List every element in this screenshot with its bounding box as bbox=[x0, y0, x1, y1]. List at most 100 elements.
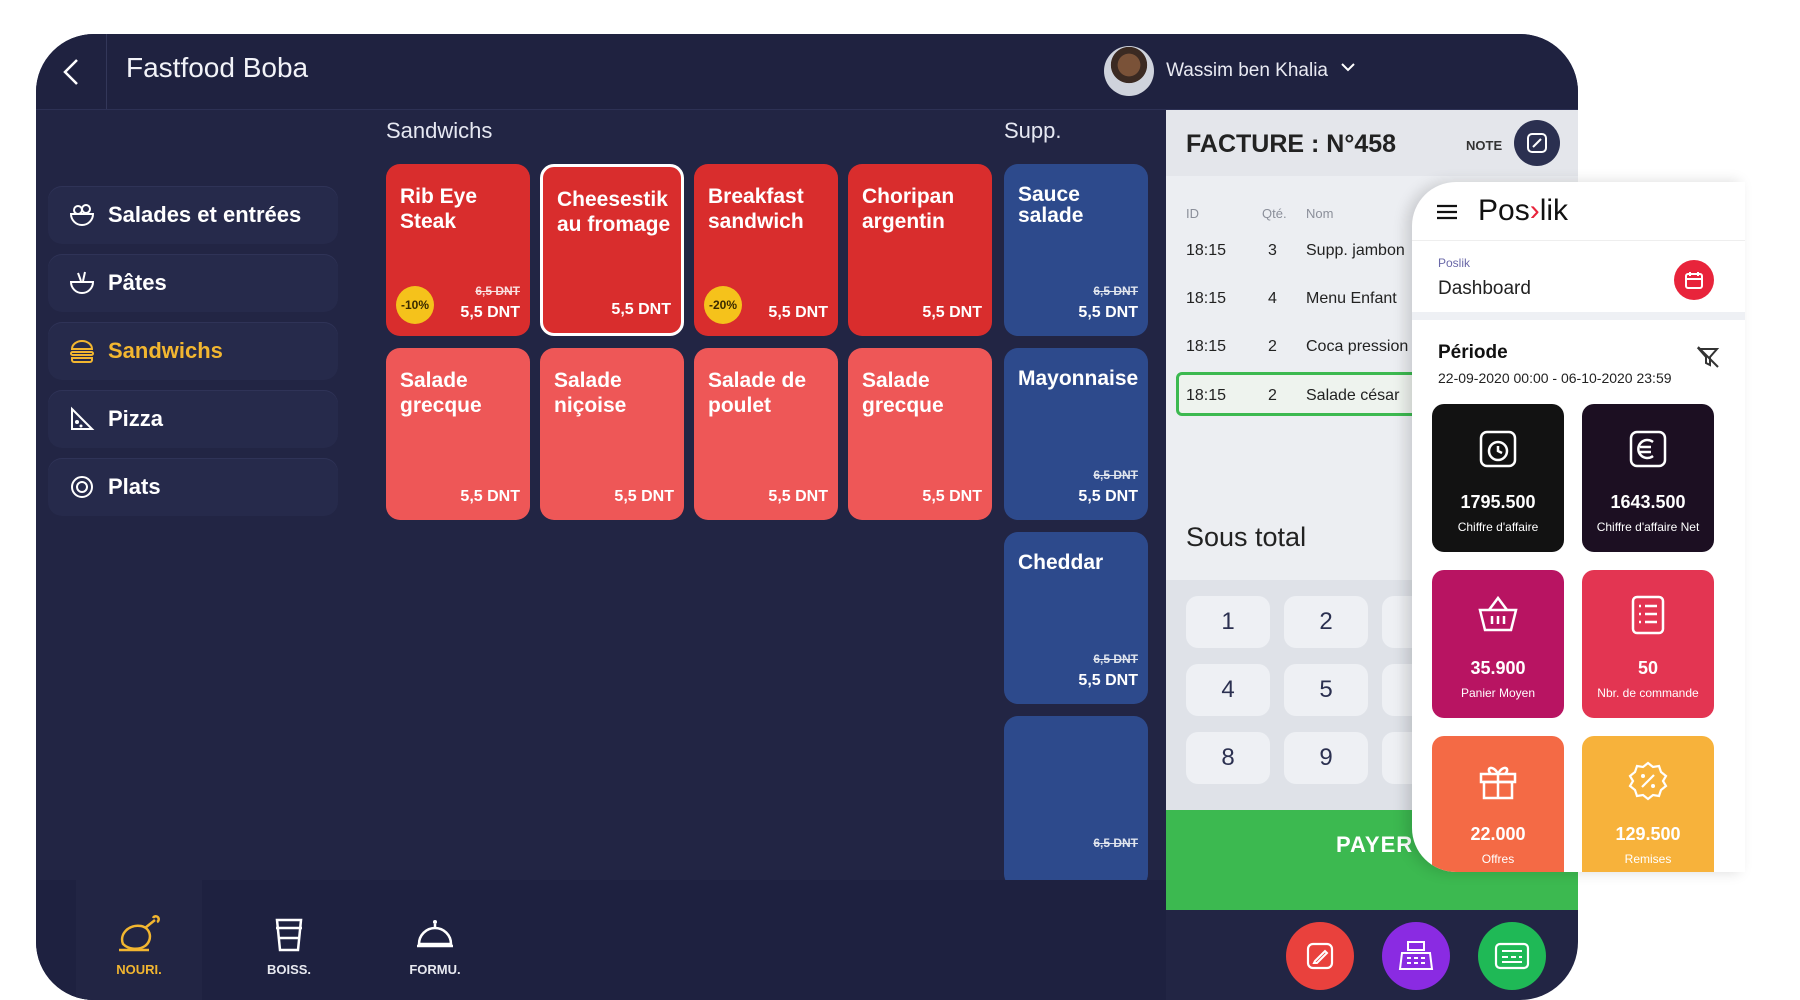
stat-value: 1643.500 bbox=[1610, 492, 1686, 512]
supplement-tile[interactable]: 6,5 DNT bbox=[1004, 716, 1148, 888]
tab-boissons[interactable]: BOISS. bbox=[226, 880, 352, 1000]
product-price: 5,5 DNT bbox=[611, 301, 671, 318]
product-price: 5,5 DNT bbox=[922, 304, 982, 321]
mobile-header: Pos›lik bbox=[1412, 182, 1745, 241]
calendar-button[interactable] bbox=[1674, 260, 1714, 300]
stat-label: Remises bbox=[1624, 852, 1672, 866]
bottom-nav: NOURI. BOISS. FORMU. bbox=[36, 880, 1166, 1000]
key-1[interactable]: 1 bbox=[1186, 596, 1270, 648]
tab-label: FORMU. bbox=[409, 962, 461, 977]
bowl-icon bbox=[66, 267, 98, 299]
supplement-tile[interactable]: Cheddar 6,5 DNT 5,5 DNT bbox=[1004, 532, 1148, 704]
app-title: Fastfood Boba bbox=[126, 52, 309, 83]
back-button[interactable] bbox=[36, 34, 107, 109]
tab-formules[interactable]: FORMU. bbox=[372, 880, 498, 1000]
column-qty: Qté. bbox=[1262, 206, 1287, 221]
key-2[interactable]: 2 bbox=[1284, 596, 1368, 648]
product-price: 5,5 DNT bbox=[768, 488, 828, 505]
product-tile[interactable]: Rib Eye Steak 6,5 DNT 5,5 DNT -10% bbox=[386, 164, 530, 336]
stat-card-revenue[interactable]: 1795.500 Chiffre d'affaire bbox=[1432, 404, 1564, 552]
subtotal-label: Sous total bbox=[1186, 522, 1307, 552]
stat-label: Chiffre d'affaire Net bbox=[1596, 520, 1700, 534]
stat-card-avg-basket[interactable]: 35.900 Panier Moyen bbox=[1432, 570, 1564, 718]
plate-icon bbox=[66, 471, 98, 503]
stat-card-discounts[interactable]: 129.500 Remises bbox=[1582, 736, 1714, 872]
supplement-price: 5,5 DNT bbox=[1078, 488, 1138, 505]
product-tile[interactable]: Salade grecque 5,5 DNT bbox=[848, 348, 992, 520]
product-tile[interactable]: Choripan argentin 5,5 DNT bbox=[848, 164, 992, 336]
divider bbox=[1412, 312, 1745, 320]
key-5[interactable]: 5 bbox=[1284, 664, 1368, 716]
breadcrumb: Poslik bbox=[1438, 256, 1471, 270]
category-label: Sandwichs bbox=[108, 338, 223, 363]
discount-icon bbox=[1628, 761, 1668, 801]
stat-card-offers[interactable]: 22.000 Offres bbox=[1432, 736, 1564, 872]
cup-icon bbox=[275, 918, 303, 952]
edit-icon bbox=[1306, 942, 1334, 970]
product-price: 5,5 DNT bbox=[768, 304, 828, 321]
chicken-icon bbox=[119, 915, 160, 952]
pay-label: PAYER bbox=[1336, 832, 1414, 857]
supplement-tile[interactable]: Mayonnaise 6,5 DNT 5,5 DNT bbox=[1004, 348, 1148, 520]
stat-value: 129.500 bbox=[1615, 824, 1681, 844]
stat-card-net-revenue[interactable]: 1643.500 Chiffre d'affaire Net bbox=[1582, 404, 1714, 552]
category-pates[interactable]: Pâtes bbox=[48, 254, 338, 312]
user-menu[interactable]: Wassim ben Khalia bbox=[1104, 46, 1328, 96]
row-qty: 2 bbox=[1268, 338, 1277, 355]
category-salades[interactable]: Salades et entrées bbox=[48, 186, 338, 244]
edit-note-icon bbox=[1527, 133, 1547, 153]
filter-off-icon[interactable] bbox=[1696, 346, 1720, 368]
key-4[interactable]: 4 bbox=[1186, 664, 1270, 716]
tab-label: NOURI. bbox=[116, 962, 162, 977]
stat-value: 50 bbox=[1637, 658, 1659, 678]
chevron-left-icon bbox=[63, 58, 78, 85]
supplement-name: Sauce salade bbox=[1018, 183, 1084, 227]
edit-order-button[interactable] bbox=[1286, 922, 1354, 990]
product-tile-selected[interactable]: Cheesestik au fromage 5,5 DNT bbox=[540, 164, 684, 336]
row-id: 18:15 bbox=[1186, 242, 1227, 259]
product-name: Salade de poulet bbox=[708, 369, 807, 417]
category-sandwichs[interactable]: Sandwichs bbox=[48, 322, 338, 380]
row-name: Supp. jambon bbox=[1306, 242, 1405, 259]
product-tile[interactable]: Salade de poulet 5,5 DNT bbox=[694, 348, 838, 520]
row-name: Menu Enfant bbox=[1306, 290, 1397, 307]
supplement-old-price: 6,5 DNT bbox=[1093, 836, 1138, 850]
chevron-down-icon[interactable] bbox=[1340, 62, 1356, 72]
stat-value: 22.000 bbox=[1470, 824, 1526, 844]
burger-icon bbox=[66, 335, 98, 367]
category-pizza[interactable]: Pizza bbox=[48, 390, 338, 448]
invoice-row[interactable]: 18:15 2 Coca pression bbox=[1166, 326, 1578, 370]
category-label: Pâtes bbox=[108, 270, 167, 295]
cash-register-button[interactable] bbox=[1382, 922, 1450, 990]
cloche-icon bbox=[417, 920, 453, 948]
euro-icon bbox=[1629, 430, 1667, 468]
invoice-row[interactable]: 18:15 4 Menu Enfant bbox=[1166, 278, 1578, 322]
product-tile[interactable]: Salade grecque 5,5 DNT bbox=[386, 348, 530, 520]
supplement-tile[interactable]: Sauce salade 6,5 DNT 5,5 DNT bbox=[1004, 164, 1148, 336]
stat-card-orders[interactable]: 50 Nbr. de commande bbox=[1582, 570, 1714, 718]
key-8[interactable]: 8 bbox=[1186, 732, 1270, 784]
product-price: 5,5 DNT bbox=[460, 488, 520, 505]
card-payment-button[interactable] bbox=[1478, 922, 1546, 990]
stat-label: Chiffre d'affaire bbox=[1457, 520, 1539, 534]
invoice-row[interactable]: 18:15 3 Supp. jambon bbox=[1166, 230, 1578, 274]
stat-value: 1795.500 bbox=[1460, 492, 1536, 512]
salad-icon bbox=[66, 199, 98, 231]
category-plats[interactable]: Plats bbox=[48, 458, 338, 516]
key-9[interactable]: 9 bbox=[1284, 732, 1368, 784]
note-button[interactable] bbox=[1514, 120, 1560, 166]
product-name: Rib Eye Steak bbox=[400, 185, 478, 233]
stat-label: Nbr. de commande bbox=[1597, 686, 1699, 700]
product-tile[interactable]: Breakfast sandwich 5,5 DNT -20% bbox=[694, 164, 838, 336]
tab-nourriture[interactable]: NOURI. bbox=[76, 880, 202, 1000]
row-id: 18:15 bbox=[1186, 338, 1227, 355]
discount-badge: -20% bbox=[704, 286, 742, 324]
stat-label: Offres bbox=[1481, 852, 1515, 866]
menu-icon[interactable] bbox=[1436, 204, 1458, 220]
product-price: 5,5 DNT bbox=[614, 488, 674, 505]
stat-value: 35.900 bbox=[1470, 658, 1526, 678]
calendar-icon bbox=[1685, 272, 1703, 289]
product-tile[interactable]: Salade niçoise 5,5 DNT bbox=[540, 348, 684, 520]
period-range: 22-09-2020 00:00 - 06-10-2020 23:59 bbox=[1438, 370, 1672, 386]
supplement-name: Mayonnaise bbox=[1018, 367, 1139, 390]
